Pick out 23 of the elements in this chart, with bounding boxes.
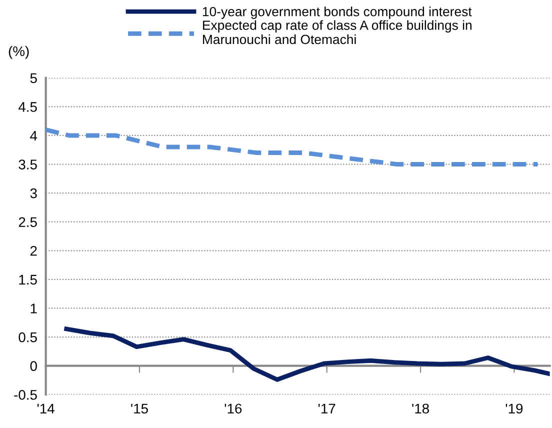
y-tick-label: 1	[30, 304, 37, 314]
x-tick-label: '19	[506, 404, 523, 414]
x-tick-label: '18	[412, 404, 429, 414]
x-tick-label: '17	[318, 404, 336, 414]
x-tick-label: '16	[224, 404, 242, 414]
x-tick-label: '15	[131, 404, 148, 414]
y-tick-label: 0	[30, 361, 37, 371]
y-tick-label: 1.5	[19, 274, 37, 285]
x-tick-label: '14	[37, 404, 54, 414]
legend-label: Expected cap rate of class A office buildings in Marunouchi and Otemachi	[203, 20, 472, 44]
y-tick-label: 2.5	[18, 217, 37, 228]
y-tick-label: 5	[30, 73, 37, 84]
line-series	[46, 128, 540, 166]
line-series	[64, 326, 550, 382]
y-tick-label: -0.5	[14, 390, 37, 400]
y-tick-label: 2	[30, 246, 37, 256]
y-tick-label: 4.5	[18, 102, 37, 112]
y-axis-title: (%)	[8, 46, 29, 59]
y-tick-label: 0.5	[18, 332, 37, 342]
y-tick-label: 3	[30, 188, 37, 198]
y-tick-label: 4	[30, 130, 38, 141]
legend-label: 10-year government bonds compound interest	[202, 6, 472, 19]
y-tick-label: 3.5	[18, 160, 37, 170]
